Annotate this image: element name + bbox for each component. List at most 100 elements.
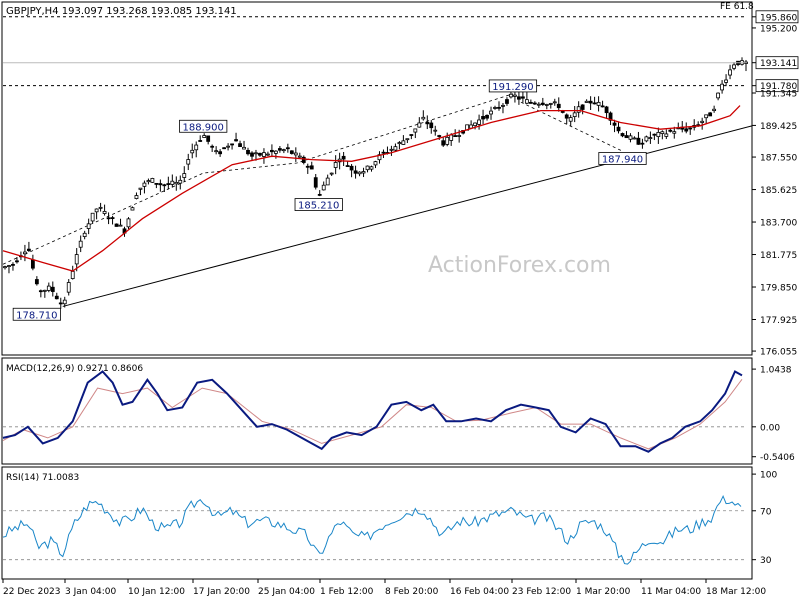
candle-body <box>612 122 617 126</box>
candle-body <box>293 152 298 156</box>
candle-body <box>608 112 613 121</box>
candle-body <box>341 155 346 160</box>
candle-body <box>580 104 585 110</box>
candle-body <box>26 248 31 251</box>
candle-body <box>110 217 115 220</box>
candle-body <box>238 143 242 147</box>
channel-line <box>2 93 514 265</box>
price-tick-label: 177.925 <box>760 316 797 326</box>
candle-body <box>254 152 258 155</box>
candle-body <box>688 127 693 130</box>
candle-body <box>226 145 230 148</box>
candle-body <box>262 152 266 157</box>
candle-body <box>672 131 677 134</box>
candle-body <box>218 151 223 155</box>
price-tick-label: 181.775 <box>760 251 797 261</box>
candle-body <box>46 285 51 291</box>
candle-body <box>329 172 334 175</box>
candle-body <box>433 129 438 132</box>
candle-body <box>7 265 11 267</box>
swing-label: 191.290 <box>492 82 533 93</box>
candle-body <box>90 212 95 222</box>
candle-body <box>15 260 19 263</box>
candle-body <box>660 131 665 134</box>
candle-body <box>441 140 446 146</box>
price-tick-label: 183.700 <box>760 219 797 229</box>
candle-body <box>118 224 123 227</box>
candle-body <box>640 142 645 145</box>
candle-body <box>309 165 314 170</box>
candle-body <box>369 166 374 170</box>
candle-body <box>162 184 167 187</box>
macd-tick-label: 0.00 <box>760 423 780 433</box>
candle-body <box>509 93 513 98</box>
swing-label: 187.940 <box>602 154 643 165</box>
candle-body <box>150 178 155 183</box>
candle-body <box>146 180 151 183</box>
macd-tick-label: -0.5406 <box>760 453 795 463</box>
candle-body <box>648 137 653 139</box>
candle-body <box>317 193 322 196</box>
candle-body <box>206 135 211 142</box>
candle-body <box>202 135 207 138</box>
price-tick-label: 195.860 <box>760 13 797 23</box>
candle-body <box>520 96 525 99</box>
candle-body <box>604 106 609 114</box>
candle-body <box>513 94 517 97</box>
candle-body <box>548 103 553 105</box>
candle-body <box>214 150 219 153</box>
candle-body <box>421 116 426 120</box>
time-tick-label: 11 Mar 04:00 <box>641 587 701 597</box>
time-tick-label: 3 Jan 04:00 <box>65 587 117 597</box>
candle-body <box>704 114 709 119</box>
price-tick-label: 179.850 <box>760 284 797 294</box>
candle-body <box>493 107 497 109</box>
candle-body <box>345 165 350 167</box>
price-panel <box>1 1 753 356</box>
candle-body <box>174 181 179 185</box>
candle-body <box>42 289 47 292</box>
candle-body <box>632 137 637 140</box>
candle-body <box>620 133 625 137</box>
candle-body <box>138 187 143 190</box>
candle-body <box>544 104 549 106</box>
price-tick-label: 187.550 <box>760 154 797 164</box>
candle-body <box>473 122 477 127</box>
swing-label: 185.210 <box>298 201 339 212</box>
swing-label-box <box>598 152 647 165</box>
candle-body <box>732 64 736 69</box>
candle-body <box>321 184 326 191</box>
candle-body <box>281 149 286 152</box>
macd-label: MACD(12,26,9) 0.9271 0.8606 <box>6 364 143 374</box>
candle-body <box>708 112 713 117</box>
candle-body <box>178 179 183 184</box>
candle-body <box>628 135 633 140</box>
candle-body <box>652 133 657 136</box>
candle-body <box>588 100 593 104</box>
swing-label-box <box>488 79 538 93</box>
candle-body <box>720 83 724 91</box>
time-tick-label: 8 Feb 20:00 <box>385 587 439 597</box>
candle-body <box>154 182 159 185</box>
time-tick-label: 17 Jan 20:00 <box>193 587 250 597</box>
candle-body <box>624 135 629 139</box>
candle-body <box>556 103 561 109</box>
candle-body <box>66 282 71 293</box>
candle-body <box>564 114 569 119</box>
candle-body <box>11 263 15 266</box>
price-tick-label: 189.425 <box>760 122 797 132</box>
candle-body <box>457 135 462 137</box>
candle-body <box>74 254 79 265</box>
candle-body <box>636 137 641 145</box>
candle-body <box>724 79 728 83</box>
candle-body <box>429 122 434 129</box>
candle-body <box>166 183 171 185</box>
swing-label: 178.710 <box>16 310 57 321</box>
candle-body <box>477 119 481 125</box>
candle-body <box>425 121 430 125</box>
candle-body <box>568 117 573 122</box>
candle-body <box>126 218 131 228</box>
price-layer: 178.710 188.900 185.210 191.290 187.940 <box>2 16 753 321</box>
candle-body <box>497 106 501 109</box>
macd-tick-label: 1.0438 <box>760 366 792 376</box>
